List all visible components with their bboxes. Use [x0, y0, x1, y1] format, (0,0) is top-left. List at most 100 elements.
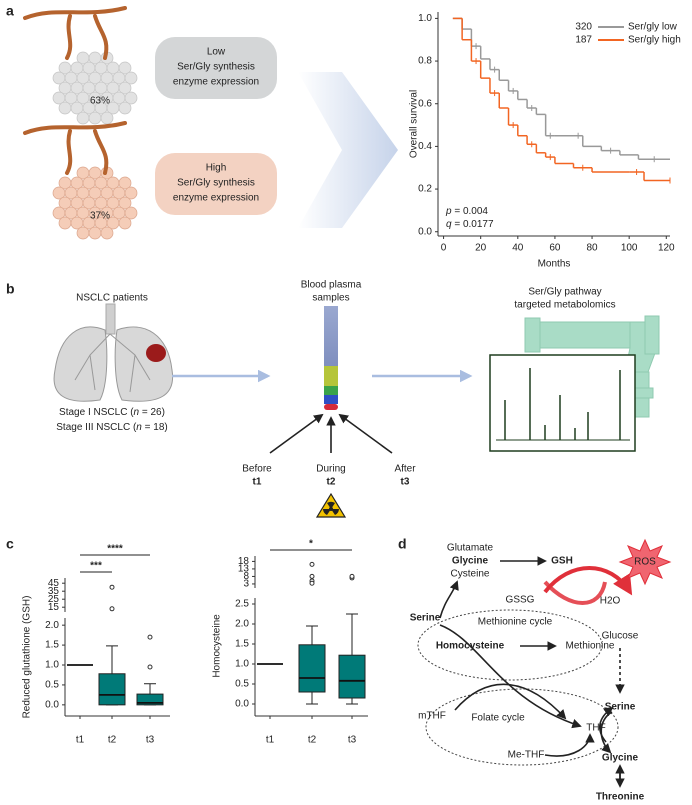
outlier [309, 580, 315, 586]
cell [100, 111, 114, 125]
pathway-node: Glutamate [447, 543, 494, 554]
big-arrow [298, 72, 398, 228]
tumor-percent: 63% [90, 96, 110, 107]
annotation: q = 0.0177 [446, 219, 494, 230]
y-tick-label: 18 [238, 556, 250, 567]
pathway-node: Methionine [566, 641, 615, 652]
y-tick-label: 0.2 [418, 184, 432, 195]
outlier [309, 573, 315, 579]
time-code: t1 [253, 477, 262, 488]
y-tick-label: 0.0 [235, 699, 249, 710]
pathway-node: H2O [600, 596, 621, 607]
x-tick-label: t2 [308, 735, 317, 746]
pathway-node: THF [586, 723, 605, 734]
y-tick-label: 8 [243, 571, 249, 582]
y-tick-label: 1.0 [418, 13, 432, 24]
cell [88, 226, 102, 240]
plasma-tube [324, 306, 338, 410]
radiation-icon [315, 492, 347, 518]
pathway-node: Cysteine [451, 569, 490, 580]
y-tick-label: 3 [243, 579, 249, 590]
outlier [147, 664, 153, 670]
y-axis-label: Overall survival [409, 90, 420, 158]
cell [118, 81, 132, 95]
pathway [417, 538, 672, 788]
cell [58, 101, 72, 115]
x-tick-label: 0 [441, 243, 447, 254]
outlier [349, 573, 355, 579]
significance-label: **** [107, 544, 123, 555]
cell [118, 101, 132, 115]
time-arrow [338, 413, 393, 454]
y-tick-label: 0.4 [418, 141, 432, 152]
label: Ser/Gly pathway [528, 287, 601, 298]
cell [118, 216, 132, 230]
y-tick-label: 1.5 [45, 640, 59, 651]
pill-text: Low [207, 47, 226, 58]
label-pill [155, 153, 277, 215]
annotation-text: = 0.0177 [452, 219, 494, 230]
significance-label: *** [90, 561, 102, 572]
pathway-node: Me-THF [508, 750, 545, 761]
y-tick-label: 2.0 [235, 619, 249, 630]
y-tick-label: 0.5 [45, 680, 59, 691]
y-tick-label: 0.6 [418, 98, 432, 109]
x-tick-label: t3 [146, 735, 155, 746]
stage-label: Stage III NSCLC (n = 18) [56, 422, 167, 433]
outlier [309, 561, 315, 567]
cell [76, 226, 90, 240]
panel-label: d [398, 536, 407, 552]
pathway-node: Methionine cycle [478, 617, 553, 628]
panel-label: a [6, 3, 14, 19]
y-axis-label: Reduced glutathione (GSH) [22, 596, 33, 719]
pathway-node: GSSG [506, 595, 535, 606]
x-tick-label: t2 [108, 735, 117, 746]
y-tick-label: 1.0 [235, 659, 249, 670]
y-tick-label: 0.5 [235, 679, 249, 690]
time-label: Before [242, 464, 272, 475]
y-tick-label: 2.5 [235, 599, 249, 610]
label: samples [312, 293, 349, 304]
legend-count: 187 [575, 35, 592, 46]
annotation: p = 0.004 [445, 206, 488, 217]
tumor-illustrations: 63% 37% [23, 6, 138, 240]
time-code: t2 [327, 477, 336, 488]
panel-label: c [6, 536, 14, 552]
y-tick-label: 2.0 [45, 620, 59, 631]
annotation-var: q [446, 219, 452, 230]
time-label: During [316, 464, 345, 475]
outlier [147, 634, 153, 640]
panel-label: b [6, 281, 15, 297]
cell [76, 111, 90, 125]
y-tick-label: 1.5 [235, 639, 249, 650]
pathway-node: mTHF [418, 711, 446, 722]
time-label: After [394, 464, 416, 475]
legend-count: 320 [575, 22, 592, 33]
y-tick-label: 1.0 [45, 660, 59, 671]
pill-text: Ser/Gly synthesis [177, 62, 255, 73]
time-arrow [269, 413, 324, 454]
x-tick-label: 80 [586, 243, 598, 254]
x-tick-label: 100 [621, 243, 638, 254]
pathway-node: Serine [605, 702, 636, 713]
y-tick-label: 45 [48, 578, 60, 589]
pill-text: High [206, 163, 227, 174]
x-tick-label: 120 [658, 243, 675, 254]
box [298, 644, 326, 693]
label-pill [155, 37, 277, 99]
pathway-node: Homocysteine [436, 641, 505, 652]
box [98, 673, 126, 706]
pill-text: enzyme expression [173, 193, 259, 204]
cell [118, 61, 132, 75]
x-tick-label: 20 [475, 243, 487, 254]
x-tick-label: t3 [348, 735, 357, 746]
y-tick-label: 15 [48, 602, 60, 613]
box [136, 693, 164, 706]
annotation-text: = 0.004 [452, 206, 489, 217]
box [338, 654, 366, 699]
cell [124, 91, 138, 105]
pathway-node: ROS [634, 557, 656, 568]
pathway-node: Serine [410, 613, 441, 624]
